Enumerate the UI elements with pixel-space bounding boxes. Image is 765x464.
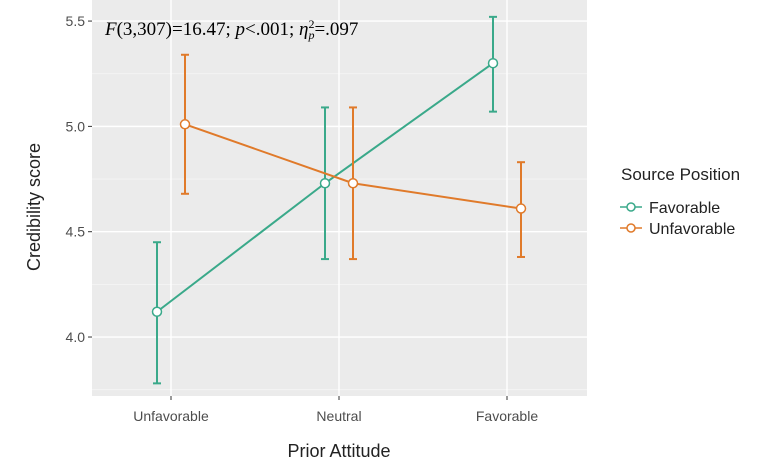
- data-point: [151, 306, 163, 317]
- y-tick-label: 4.0: [66, 329, 86, 345]
- series-layer: [151, 15, 527, 385]
- stat-eta-value: =.097: [314, 19, 358, 40]
- legend-label: Favorable: [649, 200, 720, 217]
- data-point: [319, 178, 331, 189]
- stat-f-value: (3,307)=16.47;: [117, 19, 236, 40]
- stat-p-label: p: [234, 19, 246, 40]
- stats-annotation: F(3,307)=16.47; p<.001; η2 p=.097: [104, 17, 358, 42]
- y-tick-label: 4.5: [66, 224, 86, 240]
- data-point: [487, 57, 499, 69]
- data-point: [515, 203, 527, 214]
- grid: [92, 0, 587, 396]
- legend: Source Position Favorable Unfavorable: [620, 165, 740, 238]
- x-axis-title: Prior Attitude: [287, 441, 390, 461]
- stat-f-label: F: [104, 19, 117, 40]
- y-axis-ticks: 4.0 4.5 5.0 5.5: [66, 13, 92, 345]
- data-point: [179, 119, 191, 130]
- y-tick-label: 5.5: [66, 13, 86, 29]
- stat-eta-sup: 2: [308, 17, 314, 31]
- y-axis-title: Credibility score: [24, 143, 44, 271]
- stat-eta-sub: p: [307, 28, 314, 42]
- legend-key-point: [626, 223, 636, 233]
- legend-title: Source Position: [621, 165, 740, 184]
- x-tick-label: Favorable: [476, 408, 538, 424]
- x-tick-label: Neutral: [316, 408, 361, 424]
- legend-label: Unfavorable: [649, 221, 735, 238]
- stat-p-value: <.001;: [245, 19, 299, 40]
- legend-key-point: [626, 202, 636, 212]
- x-axis-ticks: Unfavorable Neutral Favorable: [133, 396, 538, 424]
- y-tick-label: 5.0: [66, 118, 86, 134]
- data-point: [347, 178, 359, 189]
- stat-eta-label: η: [299, 19, 308, 40]
- x-tick-label: Unfavorable: [133, 408, 209, 424]
